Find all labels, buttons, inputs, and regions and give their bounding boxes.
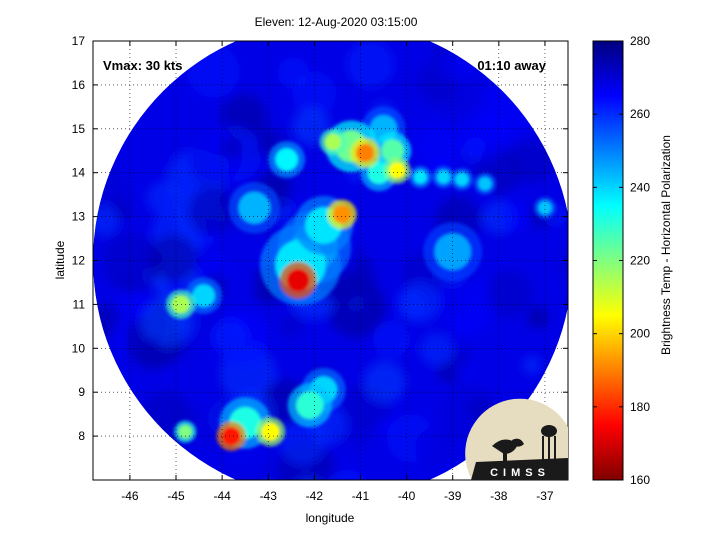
cimss-logo: CIMSS [465,398,568,480]
texture-cell [221,138,243,159]
colorbar-tick-label: 200 [630,327,650,341]
x-tick-label: -46 [121,489,139,503]
y-axis-label: latitude [53,240,67,279]
logo-water-tower-icon [541,425,557,460]
texture-cell [110,319,131,340]
feature-core [332,205,352,224]
texture-cell [225,267,256,298]
x-tick-label: -43 [260,489,278,503]
colorbar-tick-label: 280 [630,34,650,48]
feature-core [355,143,375,163]
texture-cell [527,306,549,329]
y-tick-label: 15 [72,122,86,136]
x-tick-label: -44 [213,489,231,503]
texture-cell [141,337,162,358]
feature-core [238,191,271,224]
texture-cell [230,441,270,480]
texture-cell [348,428,370,450]
x-tick-label: -37 [536,489,554,503]
feature-core [178,424,193,439]
feature-core [434,233,472,271]
colorbar-tick-label: 180 [630,400,650,414]
texture-cell [556,252,568,280]
y-tick-label: 16 [72,78,86,92]
vmax-annotation: Vmax: 30 kts [103,58,183,73]
chart-title: Eleven: 12-Aug-2020 03:15:00 [255,15,418,29]
texture-cell [363,361,406,404]
texture-cell [397,78,417,97]
feature-core [436,170,451,185]
y-tick-label: 10 [72,341,86,355]
x-tick-label: -45 [167,489,185,503]
y-tick-label: 13 [72,210,86,224]
tick-layer: -46 -45 -44 -43 -42 -41 -40 -39 -38 -37 8 9 10 11 12 13… [72,34,568,503]
colorbar: 160 180 200 220 240 260 280 Brightness Temp - … [592,34,673,487]
x-tick-label: -41 [352,489,370,503]
texture-cell [244,341,268,365]
y-tick-label: 9 [78,385,85,399]
feature-core [275,148,299,172]
texture-cell [149,234,197,283]
texture-cell [372,320,410,359]
texture-cell [420,332,455,367]
plot-area: -46 -45 -44 -43 -42 -41 -40 -39 -38 -37 8 9 10 11 12 13… [72,34,569,503]
y-tick-label: 11 [73,297,86,311]
logo-banner [471,458,568,480]
texture-cell [414,427,457,469]
texture-cell [398,280,441,323]
y-tick-label: 14 [72,166,86,180]
x-tick-label: -38 [490,489,508,503]
feature-core [381,139,405,163]
colorbar-ticks: 160 180 200 220 240 260 280 [593,34,650,487]
colorbar-gradient [593,41,623,480]
feature-core [192,284,216,308]
x-axis-label: longitude [306,511,355,525]
y-tick-label: 17 [72,34,86,48]
texture-cell [411,120,463,172]
texture-cell [187,186,237,236]
texture-cell [499,200,530,232]
colorbar-tick-label: 260 [630,107,650,121]
texture-cell [492,252,509,269]
texture-cell [155,149,176,170]
swath-clip-group [93,41,568,480]
texture-cell [146,181,181,215]
texture-cell [452,348,471,368]
colorbar-tick-label: 220 [630,254,650,268]
feature-core [286,268,310,292]
x-tick-label: -40 [398,489,416,503]
x-tick-label: -39 [444,489,462,503]
swath-layer [93,41,568,480]
logo-dish-icon [492,438,524,462]
feature-core [538,200,552,215]
time-away-annotation: 01:10 away [477,58,546,73]
texture-cell [93,167,130,221]
feature-core [324,133,342,151]
feature-core [389,162,406,179]
y-tick-label: 12 [72,254,86,268]
feature-core [413,170,428,185]
texture-cell [486,270,534,317]
colorbar-tick-label: 240 [630,180,650,194]
colorbar-tick-label: 160 [630,473,650,487]
texture-cell [99,228,150,279]
feature-core [455,172,469,187]
feature-group [165,106,557,451]
feature-core [261,422,280,441]
texture-cell [522,355,542,375]
feature-core [295,391,324,420]
logo-text: CIMSS [490,467,550,479]
texture-cell [346,41,395,89]
feature-core [171,295,190,314]
y-tick-label: 8 [78,429,85,443]
feature-core [222,426,241,446]
x-tick-label: -42 [306,489,324,503]
texture-cell [460,111,510,161]
texture-cell [279,314,304,338]
feature-core [478,176,492,191]
colorbar-label: Brightness Temp - Horizontal Polarizatio… [659,135,673,355]
